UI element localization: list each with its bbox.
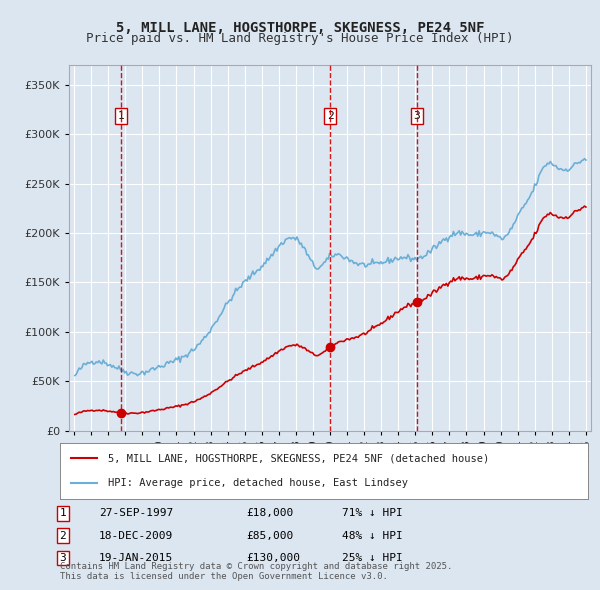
Text: 19-JAN-2015: 19-JAN-2015: [99, 553, 173, 563]
Text: 71% ↓ HPI: 71% ↓ HPI: [342, 509, 403, 518]
Text: 3: 3: [59, 553, 67, 563]
Text: 25% ↓ HPI: 25% ↓ HPI: [342, 553, 403, 563]
Text: Price paid vs. HM Land Registry's House Price Index (HPI): Price paid vs. HM Land Registry's House …: [86, 32, 514, 45]
Text: 48% ↓ HPI: 48% ↓ HPI: [342, 531, 403, 540]
Text: 2: 2: [326, 111, 334, 121]
Text: Contains HM Land Registry data © Crown copyright and database right 2025.
This d: Contains HM Land Registry data © Crown c…: [60, 562, 452, 581]
Text: 3: 3: [413, 111, 420, 121]
Text: 5, MILL LANE, HOGSTHORPE, SKEGNESS, PE24 5NF: 5, MILL LANE, HOGSTHORPE, SKEGNESS, PE24…: [116, 21, 484, 35]
Text: 5, MILL LANE, HOGSTHORPE, SKEGNESS, PE24 5NF (detached house): 5, MILL LANE, HOGSTHORPE, SKEGNESS, PE24…: [107, 453, 489, 463]
Text: 27-SEP-1997: 27-SEP-1997: [99, 509, 173, 518]
Text: £85,000: £85,000: [246, 531, 293, 540]
Text: 1: 1: [118, 111, 124, 121]
Text: £18,000: £18,000: [246, 509, 293, 518]
Text: 18-DEC-2009: 18-DEC-2009: [99, 531, 173, 540]
Text: 1: 1: [59, 509, 67, 518]
Text: HPI: Average price, detached house, East Lindsey: HPI: Average price, detached house, East…: [107, 478, 407, 488]
Text: 2: 2: [59, 531, 67, 540]
Text: £130,000: £130,000: [246, 553, 300, 563]
